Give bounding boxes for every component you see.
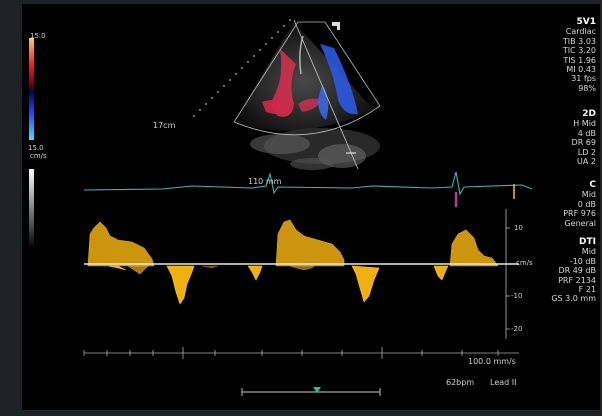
preset-label: Cardiac: [565, 27, 596, 37]
dti-prf: PRF 2134: [558, 275, 596, 285]
fps-value: 31 fps: [571, 74, 596, 84]
mode-dti-title: DTI: [579, 237, 596, 247]
probe-label: 5V1: [576, 17, 597, 27]
color-velocity-bar: [29, 38, 34, 140]
2d-gain: 4 dB: [577, 128, 596, 138]
2d-ld: LD 2: [577, 147, 596, 157]
color-scale-top: 15.0: [30, 32, 46, 40]
params-dti: DTI Mid -10 dB DR 49 dB PRF 2134 F 21 GS…: [551, 237, 596, 304]
c-prf: PRF 976: [563, 209, 596, 219]
mi-value: MI 0.43: [566, 65, 596, 75]
orientation-marker-icon: [332, 22, 340, 30]
ultrasound-canvas: [29, 19, 533, 396]
dti-gain: -10 dB: [569, 256, 596, 266]
velocity-scale: [505, 209, 510, 339]
c-gain: 0 dB: [577, 199, 596, 209]
c-filter: General: [564, 218, 596, 228]
scale-tick-minus20: -20: [511, 325, 523, 333]
heart-rate: 62bpm: [446, 378, 475, 387]
percent-value: 98%: [578, 83, 596, 93]
ecg-trace: [83, 171, 533, 196]
params-panel: 5V1 Cardiac TIB 3.03 TIC 3.20 TIS 1.96 M…: [562, 17, 597, 93]
c-freq: Mid: [581, 190, 596, 200]
color-scale-unit: cm/s: [30, 152, 47, 160]
tib-value: TIB 3.03: [562, 36, 596, 46]
sweep-marker-bar: [241, 388, 381, 396]
ecg-lead: Lead II: [490, 378, 517, 387]
sweep-speed: 100.0 mm/s: [468, 357, 516, 366]
time-axis: [83, 347, 519, 359]
params-color: C Mid 0 dB PRF 976 General: [563, 180, 596, 228]
scale-unit: cm/s: [516, 259, 533, 267]
tis-value: TIS 1.96: [563, 55, 596, 65]
depth-label: 17cm: [153, 121, 176, 130]
2d-dr: DR 69: [571, 138, 596, 148]
2d-ua: UA 2: [577, 157, 596, 167]
depth-ruler: [193, 19, 291, 117]
scale-tick-minus10: -10: [511, 292, 523, 300]
sector-image: [233, 19, 381, 170]
dti-f: F 21: [578, 285, 596, 295]
sweep-position-marker-icon[interactable]: [313, 387, 321, 393]
tic-value: TIC 3.20: [562, 46, 596, 56]
mode-2d-title: 2D: [582, 109, 596, 119]
params-2d: 2D H Mid 4 dB DR 69 LD 2 UA 2: [571, 109, 596, 167]
grayscale-bar: [29, 169, 34, 249]
sweep-width-label: 110 mm: [248, 177, 282, 186]
dti-freq: Mid: [581, 247, 596, 257]
2d-freq: H Mid: [573, 119, 596, 129]
dti-gs: GS 3.0 mm: [551, 294, 596, 304]
color-scale-bottom: 15.0: [28, 144, 44, 152]
scale-tick-10: 10: [514, 224, 523, 232]
ultrasound-display: 15.0 15.0 cm/s 17cm 110 mm 5V1 Cardiac T…: [22, 4, 600, 410]
mode-c-title: C: [589, 180, 596, 190]
dti-dr: DR 49 dB: [558, 266, 596, 276]
doppler-spectrum: [87, 219, 499, 305]
